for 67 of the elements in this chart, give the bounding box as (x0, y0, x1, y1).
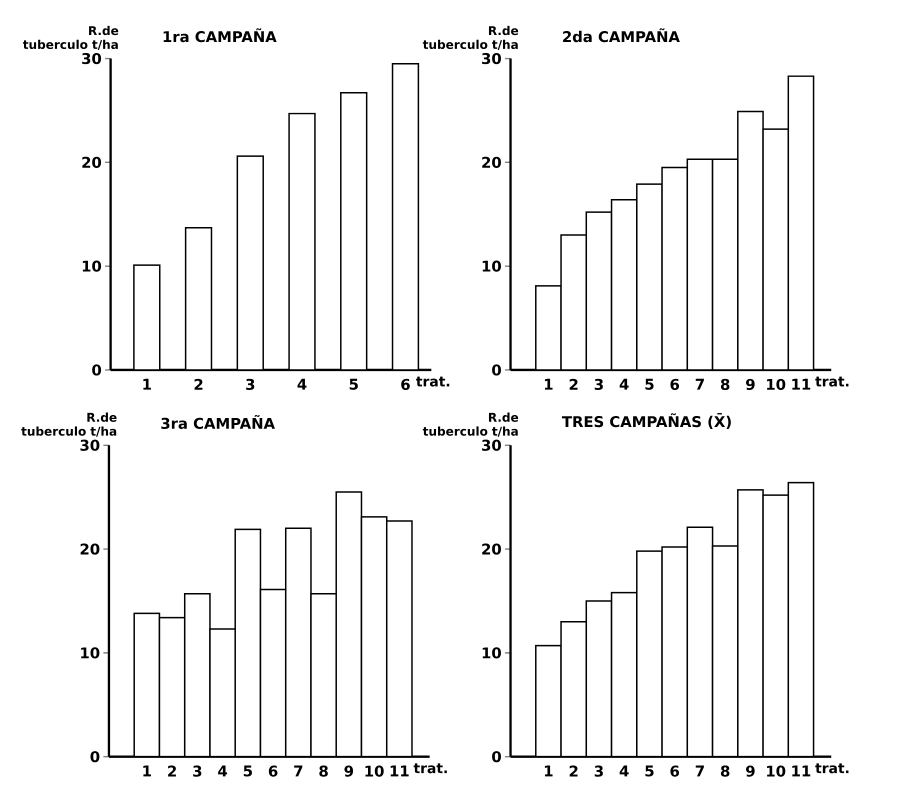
x-tick-label: 11 (390, 766, 409, 777)
y-tick-label: 10 (482, 260, 501, 272)
y-tick-label: 10 (81, 647, 100, 659)
y-tick-label: 0 (90, 751, 100, 762)
x-axis-title: trat. (416, 376, 450, 387)
x-tick-label: 7 (696, 766, 704, 777)
y-tick-label: 0 (492, 751, 501, 762)
y-tick-label: 20 (482, 156, 501, 168)
x-tick-label: 8 (720, 379, 730, 390)
x-tick-label: 4 (218, 766, 228, 777)
x-tick-label: 2 (194, 379, 202, 390)
y-tick-label: 20 (80, 544, 100, 555)
y-tick-label: 30 (82, 53, 102, 64)
y-tick-label: 0 (492, 364, 501, 376)
x-tick-label: 3 (594, 766, 603, 777)
x-tick-label: 10 (767, 766, 786, 777)
chart-title: 1ra CAMPAÑA (164, 28, 277, 42)
y-axis-title: R.de tuberculo t/ha (422, 26, 518, 50)
x-tick-label: 9 (746, 379, 755, 390)
x-tick-label: 9 (344, 766, 354, 777)
x-tick-label: 5 (645, 379, 654, 390)
y-tick-label: 30 (482, 53, 501, 64)
x-tick-label: 9 (746, 766, 755, 777)
chart-title: TRES CAMPAÑAS (X̄) (562, 413, 731, 430)
y-tick-label: 20 (82, 156, 102, 168)
x-tick-label: 10 (365, 766, 384, 777)
x-tick-label: 2 (570, 766, 578, 777)
x-tick-label: 6 (401, 379, 410, 390)
x-tick-label: 6 (670, 766, 680, 777)
x-tick-label: 3 (246, 379, 254, 390)
y-tick-label: 30 (80, 440, 100, 452)
x-tick-label: 5 (244, 766, 252, 777)
x-tick-label: 8 (319, 766, 328, 777)
x-axis-title: trat. (414, 764, 447, 774)
x-tick-label: 5 (645, 766, 654, 777)
x-tick-label: 1 (544, 766, 553, 777)
y-tick-label: 10 (482, 647, 501, 659)
x-tick-label: 2 (570, 379, 578, 390)
x-axis-title: trat. (815, 764, 848, 774)
x-tick-label: 1 (544, 379, 553, 390)
x-tick-label: 7 (696, 379, 704, 390)
x-tick-label: 3 (193, 766, 202, 777)
y-axis-title: R.de tuberculo t/ha (422, 412, 518, 437)
x-tick-label: 6 (268, 766, 278, 777)
x-tick-label: 3 (594, 379, 603, 390)
chart-title: 3ra CAMPAÑA (161, 415, 275, 430)
x-tick-label: 4 (620, 379, 629, 390)
x-tick-label: 2 (168, 766, 176, 777)
x-tick-label: 4 (298, 379, 306, 390)
y-tick-label: 20 (482, 544, 501, 555)
x-tick-label: 1 (143, 379, 151, 390)
x-tick-label: 4 (620, 766, 629, 777)
y-axis-title: R.de tuberculo t/ha (21, 412, 117, 437)
x-tick-label: 8 (720, 766, 730, 777)
chart-title: 2da CAMPAÑA (563, 28, 680, 42)
x-tick-label: 1 (143, 766, 151, 777)
y-tick-label: 10 (82, 260, 102, 272)
x-tick-label: 10 (767, 379, 786, 390)
x-tick-label: 6 (670, 379, 680, 390)
y-tick-label: 30 (482, 440, 501, 452)
y-tick-label: 0 (92, 364, 102, 376)
x-tick-label: 11 (792, 379, 810, 390)
x-tick-label: 11 (792, 766, 810, 777)
y-axis-title: R.de tuberculo t/ha (22, 26, 118, 50)
x-tick-label: 7 (294, 766, 302, 777)
x-tick-label: 5 (350, 379, 358, 390)
x-axis-title: trat. (815, 376, 848, 387)
